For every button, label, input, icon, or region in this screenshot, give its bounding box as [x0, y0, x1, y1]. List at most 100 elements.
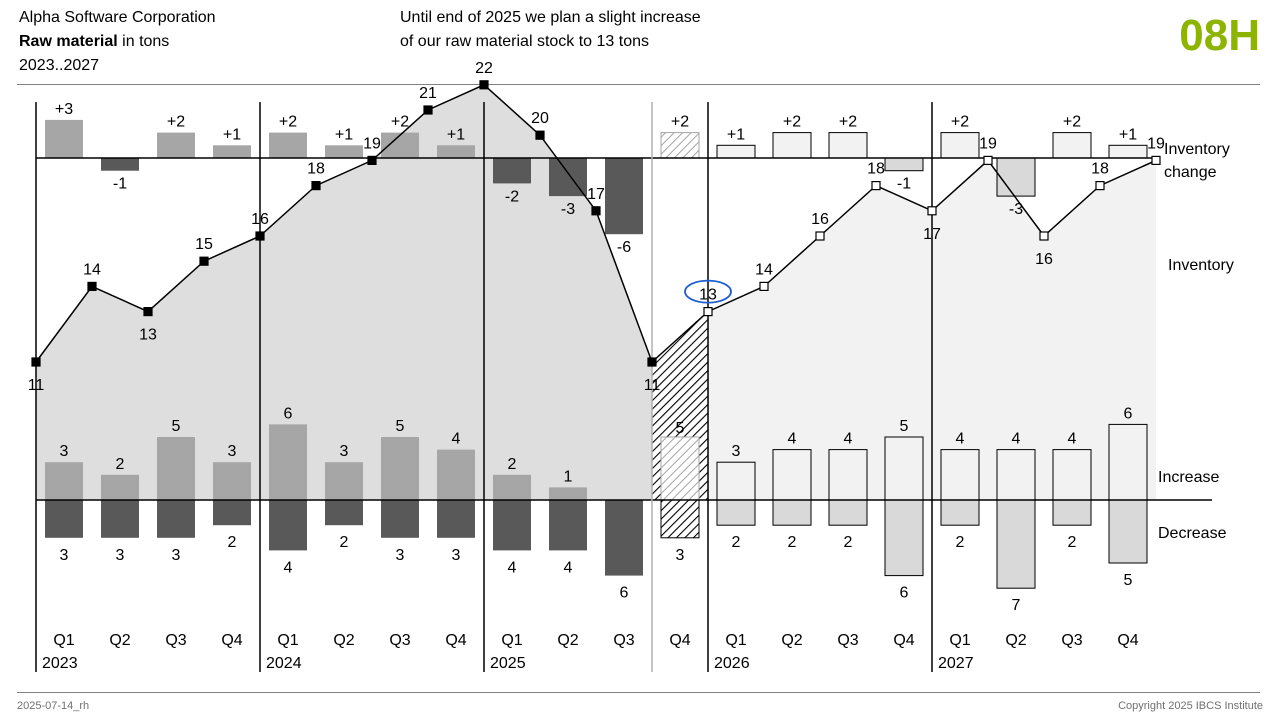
category-label: Q1 [725, 632, 746, 649]
decrease-label: 4 [508, 559, 517, 576]
category-label: Q1 [277, 632, 298, 649]
message-line-1: Until end of 2025 we plan a slight incre… [400, 9, 701, 26]
change-bar [996, 157, 1036, 197]
decrease-label: 6 [900, 585, 909, 602]
category-label: Q3 [1061, 632, 1082, 649]
company-name: Alpha Software Corporation [19, 9, 216, 26]
inventory-marker [1151, 155, 1161, 165]
change-bar [381, 132, 419, 158]
decrease-label: 2 [1068, 534, 1077, 551]
measure-title: Raw material in tons [19, 30, 169, 54]
change-label: -6 [617, 239, 631, 256]
decrease-bar [437, 500, 475, 538]
decrease-bar [660, 499, 700, 539]
inventory-marker [143, 307, 153, 317]
category-label: Q4 [893, 632, 914, 649]
increase-label: 3 [228, 443, 237, 460]
change-label: +1 [335, 126, 353, 143]
decrease-label: 3 [396, 547, 405, 564]
decrease-bar [101, 500, 139, 538]
inventory-label: 19 [1147, 135, 1165, 152]
inventory-label: 14 [83, 261, 101, 278]
increase-bar [828, 449, 868, 501]
decrease-bar [493, 500, 531, 551]
inventory-marker [311, 181, 321, 191]
decrease-bar [940, 499, 980, 526]
decrease-label: 3 [116, 547, 125, 564]
decrease-label: 6 [620, 585, 629, 602]
inventory-label: 19 [363, 135, 381, 152]
decrease-label: 2 [956, 534, 965, 551]
increase-bar [325, 462, 363, 500]
change-bar [772, 132, 812, 159]
category-label: Q4 [669, 632, 690, 649]
inventory-marker [535, 130, 545, 140]
year-label: 2023 [42, 655, 78, 672]
category-label: Q4 [221, 632, 242, 649]
decrease-label: 7 [1012, 597, 1021, 614]
increase-label: 1 [564, 468, 573, 485]
change-label: -1 [113, 176, 127, 193]
change-bar [437, 145, 475, 158]
inventory-marker [255, 231, 265, 241]
increase-label: 3 [732, 443, 741, 460]
inventory-label: 21 [419, 85, 437, 102]
category-label: Q4 [1117, 632, 1138, 649]
category-label: Q3 [613, 632, 634, 649]
year-label: 2026 [714, 655, 750, 672]
inventory-area-actual [36, 84, 652, 501]
change-bar [940, 132, 980, 159]
footer-copyright: Copyright 2025 IBCS Institute [1118, 700, 1263, 712]
change-label: +1 [223, 126, 241, 143]
increase-label: 4 [844, 431, 853, 448]
inventory-marker [31, 357, 41, 367]
category-label: Q1 [53, 632, 74, 649]
footer-rule [17, 692, 1260, 693]
decrease-bar [157, 500, 195, 538]
inventory-label: 16 [251, 211, 269, 228]
inventory-label: 19 [979, 135, 997, 152]
inventory-marker [927, 206, 937, 216]
increase-bar [940, 449, 980, 501]
category-label: Q2 [333, 632, 354, 649]
decrease-label: 3 [676, 547, 685, 564]
increase-label: 5 [676, 420, 685, 437]
decrease-bar [772, 499, 812, 526]
increase-label: 5 [172, 418, 181, 435]
change-label: -2 [505, 188, 519, 205]
increase-bar [213, 462, 251, 500]
inventory-label: 16 [1035, 251, 1053, 268]
change-bar [605, 158, 643, 235]
period-label: 2023..2027 [19, 57, 100, 74]
decrease-label: 2 [228, 534, 237, 551]
highlight-ellipse [684, 279, 732, 304]
change-label: +2 [951, 114, 969, 131]
footer-date: 2025-07-14_rh [17, 700, 90, 712]
inventory-label: 15 [195, 236, 213, 253]
increase-label: 4 [1068, 431, 1077, 448]
legend-inventory-change: Inventory [1164, 141, 1230, 158]
header-rule [17, 84, 1260, 85]
legend-decrease: Decrease [1158, 525, 1227, 542]
change-bar [493, 158, 531, 184]
decrease-bar [1052, 499, 1092, 526]
inventory-marker [759, 281, 769, 291]
decrease-bar [1108, 499, 1148, 564]
inventory-label: 11 [28, 377, 45, 394]
category-label: Q2 [1005, 632, 1026, 649]
measure-bold: Raw material [19, 33, 118, 50]
inventory-marker [703, 307, 713, 317]
decrease-label: 4 [284, 559, 293, 576]
category-label: Q3 [165, 632, 186, 649]
increase-label: 5 [396, 418, 405, 435]
category-label: Q3 [389, 632, 410, 649]
increase-bar [45, 462, 83, 500]
change-bar [1052, 132, 1092, 159]
increase-bar [269, 424, 307, 500]
increase-bar [549, 487, 587, 500]
category-label: Q1 [501, 632, 522, 649]
inventory-label: 22 [475, 60, 493, 77]
inventory-label: 16 [811, 211, 829, 228]
increase-label: 5 [900, 418, 909, 435]
category-label: Q1 [949, 632, 970, 649]
